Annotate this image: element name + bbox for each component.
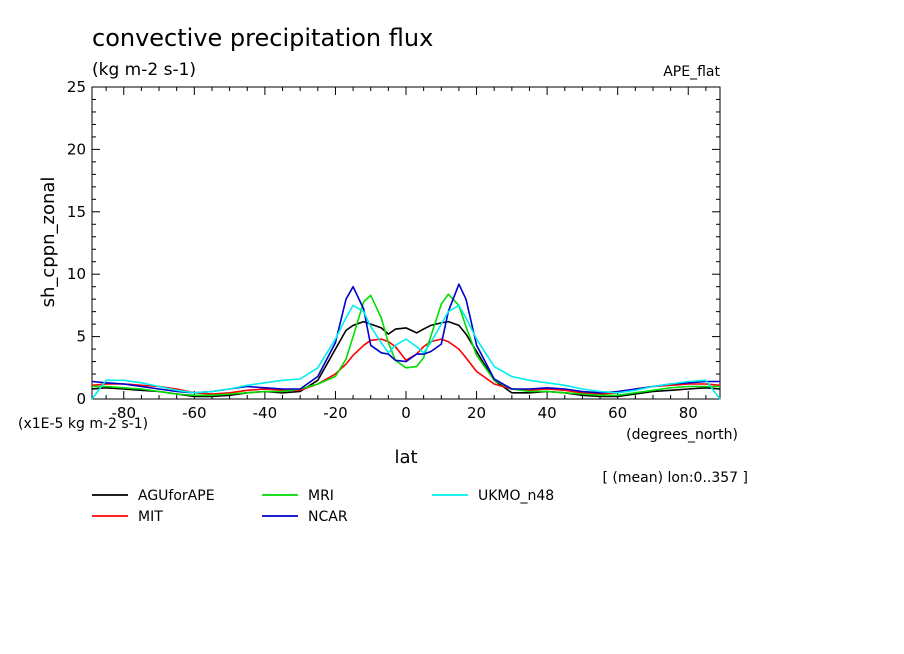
legend-item: MIT bbox=[92, 509, 163, 525]
y-axis-label: sh_cppn_zonal bbox=[38, 177, 59, 308]
y-tick-label: 0 bbox=[76, 390, 86, 408]
plot-frame bbox=[91, 86, 721, 400]
y-scale-label: (x1E-5 kg m-2 s-1) bbox=[18, 416, 148, 432]
x-tick-label: -80 bbox=[112, 404, 137, 422]
x-tick-label: 20 bbox=[467, 404, 486, 422]
y-tick-label: 25 bbox=[67, 78, 86, 96]
series-line-ukmo-n48 bbox=[91, 304, 721, 400]
chart-subtitle: (kg m-2 s-1) bbox=[92, 60, 196, 80]
series-lines bbox=[91, 283, 721, 400]
x-tick-label: 0 bbox=[401, 404, 411, 422]
y-tick-label: 5 bbox=[76, 328, 86, 346]
series-line-mit bbox=[91, 338, 721, 395]
legend-label: AGUforAPE bbox=[138, 488, 215, 504]
x-tick-label: 60 bbox=[608, 404, 627, 422]
y-tick-label: 10 bbox=[67, 265, 86, 283]
mean-note: [ (mean) lon:0..357 ] bbox=[603, 470, 748, 486]
x-axis-label: lat bbox=[394, 447, 417, 468]
legend-item: NCAR bbox=[262, 509, 348, 525]
legend-item: UKMO_n48 bbox=[432, 488, 554, 504]
x-unit-label: (degrees_north) bbox=[626, 427, 738, 443]
legend-label: MIT bbox=[138, 509, 163, 525]
y-tick-label: 15 bbox=[67, 203, 86, 221]
legend-item: MRI bbox=[262, 488, 334, 504]
legend-label: UKMO_n48 bbox=[478, 488, 554, 504]
legend-item: AGUforAPE bbox=[92, 488, 215, 504]
plot-area bbox=[91, 86, 721, 400]
legend-label: NCAR bbox=[308, 509, 348, 525]
legend-label: MRI bbox=[308, 488, 334, 504]
series-line-aguforape bbox=[91, 320, 721, 398]
x-tick-label: -60 bbox=[182, 404, 207, 422]
axis-ticks bbox=[92, 86, 720, 400]
series-line-mri bbox=[92, 293, 720, 397]
x-tick-label: 80 bbox=[679, 404, 698, 422]
y-tick-label: 20 bbox=[67, 140, 86, 158]
x-tick-label: -40 bbox=[253, 404, 278, 422]
dataset-label: APE_flat bbox=[663, 64, 720, 80]
chart-title: convective precipitation flux bbox=[92, 24, 433, 52]
x-tick-label: -20 bbox=[323, 404, 348, 422]
x-tick-label: 40 bbox=[538, 404, 557, 422]
legend: AGUforAPE MIT MRI NCAR UKMO_n48 bbox=[92, 488, 554, 525]
tick-labels: 0 5 10 15 20 25 -80 -60 -40 -20 0 20 40 60 80 bbox=[67, 78, 698, 422]
